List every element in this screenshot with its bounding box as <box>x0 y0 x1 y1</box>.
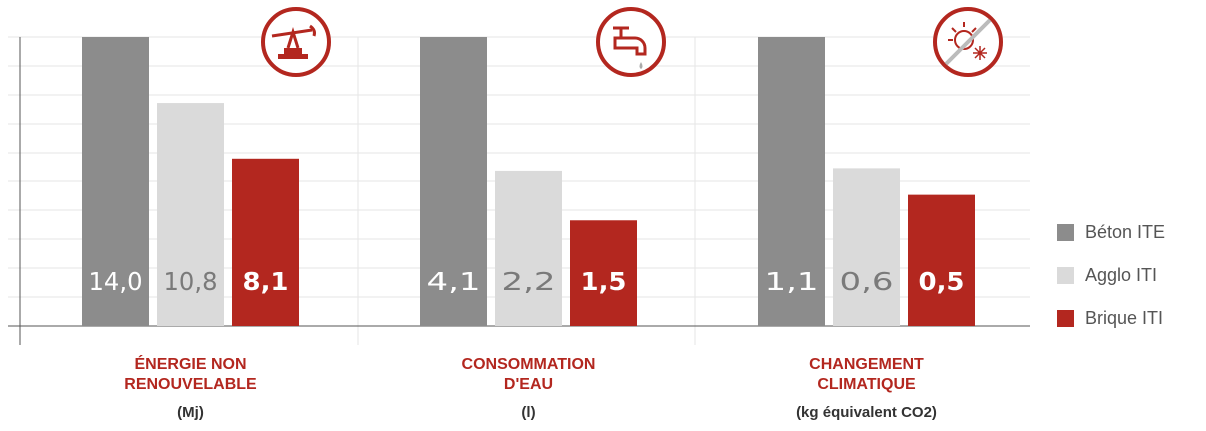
bar <box>758 37 825 326</box>
category-label: D'EAU <box>504 376 553 393</box>
value-label: 2,2 <box>502 267 556 296</box>
value-label: 0,6 <box>840 267 894 296</box>
bar <box>157 103 224 326</box>
bar <box>570 220 637 326</box>
bar <box>833 168 900 326</box>
value-label: 10,8 <box>164 267 218 296</box>
bar <box>232 158 299 326</box>
bar <box>495 170 562 326</box>
icon-climate <box>933 7 1003 77</box>
value-label: 14,0 <box>89 267 143 296</box>
icons <box>261 7 1003 77</box>
unit-label: (Mj) <box>177 404 204 421</box>
legend-label: Brique ITI <box>1085 308 1163 328</box>
value-label: 1,1 <box>765 267 819 296</box>
category-label: RENOUVELABLE <box>124 376 257 393</box>
legend-swatch <box>1057 267 1074 284</box>
category-label: ÉNERGIE NON <box>134 354 246 373</box>
value-label: 0,5 <box>919 267 965 296</box>
category-label: CLIMATIQUE <box>817 376 916 393</box>
value-label: 1,5 <box>581 267 627 296</box>
unit-label: (l) <box>521 404 535 421</box>
category-label: CONSOMMATION <box>462 356 596 373</box>
unit-label: (kg équivalent CO2) <box>796 404 937 421</box>
legend-label: Béton ITE <box>1085 222 1165 242</box>
value-label: 4,1 <box>427 267 481 296</box>
icon-tap <box>596 7 666 77</box>
legend-label: Agglo ITI <box>1085 265 1157 285</box>
icon-oil <box>261 7 331 77</box>
legend-swatch <box>1057 310 1074 327</box>
category-label: CHANGEMENT <box>809 356 924 373</box>
legend-swatch <box>1057 224 1074 241</box>
bar <box>82 37 149 326</box>
bar <box>908 194 975 326</box>
value-label: 8,1 <box>243 267 289 296</box>
bar <box>420 37 487 326</box>
